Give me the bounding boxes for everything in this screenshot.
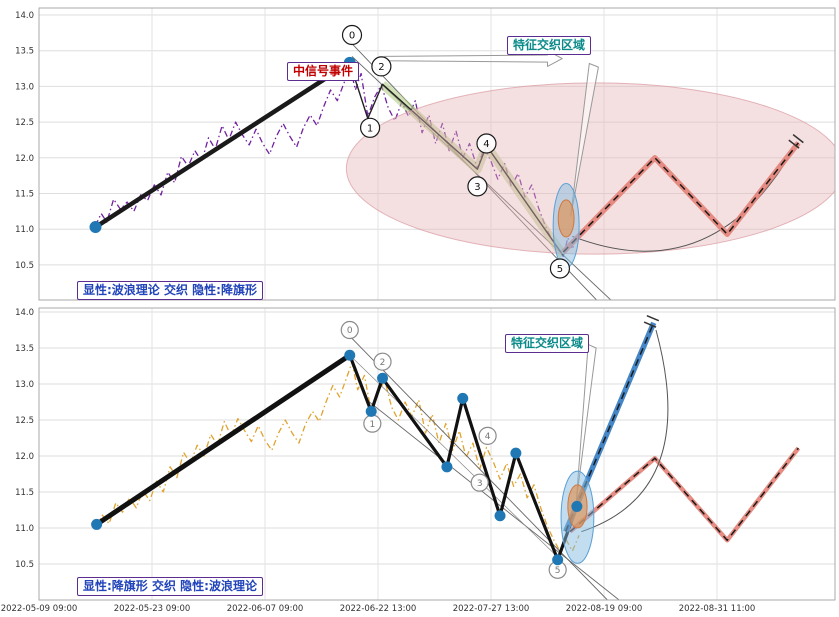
- price-series-orange: [96, 361, 580, 554]
- wave-zigzag: [349, 62, 564, 257]
- svg-text:5: 5: [557, 264, 563, 275]
- svg-text:2: 2: [380, 358, 386, 368]
- svg-text:12.0: 12.0: [15, 154, 34, 164]
- end-hash-marks: [788, 134, 804, 149]
- svg-text:2022-06-07 09:00: 2022-06-07 09:00: [227, 604, 304, 614]
- svg-text:11.5: 11.5: [15, 488, 34, 498]
- svg-text:4: 4: [483, 139, 489, 150]
- projection-arc: [572, 150, 794, 252]
- impulse-line: [95, 353, 352, 527]
- svg-text:1: 1: [369, 420, 375, 430]
- feature-region-label-top: 特征交织区域: [507, 36, 592, 55]
- svg-text:13.0: 13.0: [15, 380, 34, 390]
- svg-text:12.0: 12.0: [15, 452, 34, 462]
- pointer-beam: [575, 343, 597, 502]
- hidden-wave-zigzag-dash: [569, 447, 799, 542]
- projection-arc: [581, 329, 669, 533]
- svg-text:4: 4: [485, 432, 491, 442]
- pivot-dots: [91, 349, 583, 566]
- svg-text:0: 0: [349, 30, 355, 41]
- signal-event-label: 中信号事件: [287, 62, 360, 81]
- svg-text:10.5: 10.5: [15, 560, 34, 570]
- svg-text:11.0: 11.0: [15, 524, 34, 534]
- wave-number-labels: 0 1 2 3 4 5: [340, 320, 567, 579]
- svg-text:2: 2: [378, 62, 384, 73]
- svg-text:12.5: 12.5: [15, 118, 34, 128]
- svg-text:14.0: 14.0: [15, 308, 34, 318]
- impulse-line: [94, 60, 352, 229]
- svg-text:3: 3: [477, 479, 483, 489]
- wave-theory-panel: 14.0 13.5 13.0 12.5 12.0 11.5 11.0 10.5 0 1 2 3 4 5: [15, 7, 836, 301]
- y-axis-labels: 14.0 13.5 13.0 12.5 12.0 11.5 11.0 10.5: [15, 11, 34, 271]
- wave-number-labels: 0 1 2 3 4 5: [341, 24, 571, 279]
- svg-text:2022-05-23 09:00: 2022-05-23 09:00: [114, 604, 191, 614]
- flag-zigzag: [348, 354, 579, 562]
- svg-text:2022-05-09 09:00: 2022-05-09 09:00: [1, 604, 78, 614]
- pattern-legend-top: 显性:波浪理论 交织 隐性:降旗形: [77, 281, 263, 300]
- price-series-purple: [94, 64, 578, 257]
- svg-text:12.5: 12.5: [15, 416, 34, 426]
- pointer-beam: [570, 63, 599, 217]
- panel-border: [38, 307, 836, 601]
- svg-text:1: 1: [367, 123, 373, 134]
- svg-text:3: 3: [474, 182, 480, 193]
- hidden-flag-zigzag-dash: [562, 142, 799, 253]
- end-hash-marks: [643, 314, 660, 328]
- svg-text:5: 5: [555, 566, 561, 576]
- panel-border: [38, 7, 836, 301]
- svg-text:2022-08-31 11:00: 2022-08-31 11:00: [679, 604, 756, 614]
- feature-region-label-bottom: 特征交织区域: [505, 334, 590, 353]
- svg-text:10.5: 10.5: [15, 261, 34, 271]
- flag-pattern-panel: 14.0 13.5 13.0 12.5 12.0 11.5 11.0 10.5 0 1 2 3 4 5: [15, 307, 836, 601]
- channel-line-upper: [341, 327, 608, 600]
- svg-text:2022-08-19 09:00: 2022-08-19 09:00: [566, 604, 643, 614]
- y-axis-labels: 14.0 13.5 13.0 12.5 12.0 11.5 11.0 10.5: [15, 308, 34, 570]
- x-axis-labels: 2022-05-09 09:00 2022-05-23 09:00 2022-06-…: [1, 604, 756, 614]
- svg-text:13.0: 13.0: [15, 82, 34, 92]
- pattern-legend-bottom: 显性:降旗形 交织 隐性:波浪理论: [77, 577, 263, 596]
- channel-median: [349, 354, 562, 561]
- svg-text:14.0: 14.0: [15, 11, 34, 21]
- feature-region-ellipse: [345, 82, 835, 255]
- svg-text:11.0: 11.0: [15, 225, 34, 235]
- svg-text:11.5: 11.5: [15, 189, 34, 199]
- svg-text:2022-06-22 13:00: 2022-06-22 13:00: [340, 604, 417, 614]
- signal-zone-core: [557, 199, 575, 238]
- svg-text:13.5: 13.5: [15, 47, 34, 57]
- svg-text:2022-07-27 13:00: 2022-07-27 13:00: [453, 604, 530, 614]
- svg-text:0: 0: [347, 326, 353, 336]
- svg-text:13.5: 13.5: [15, 344, 34, 354]
